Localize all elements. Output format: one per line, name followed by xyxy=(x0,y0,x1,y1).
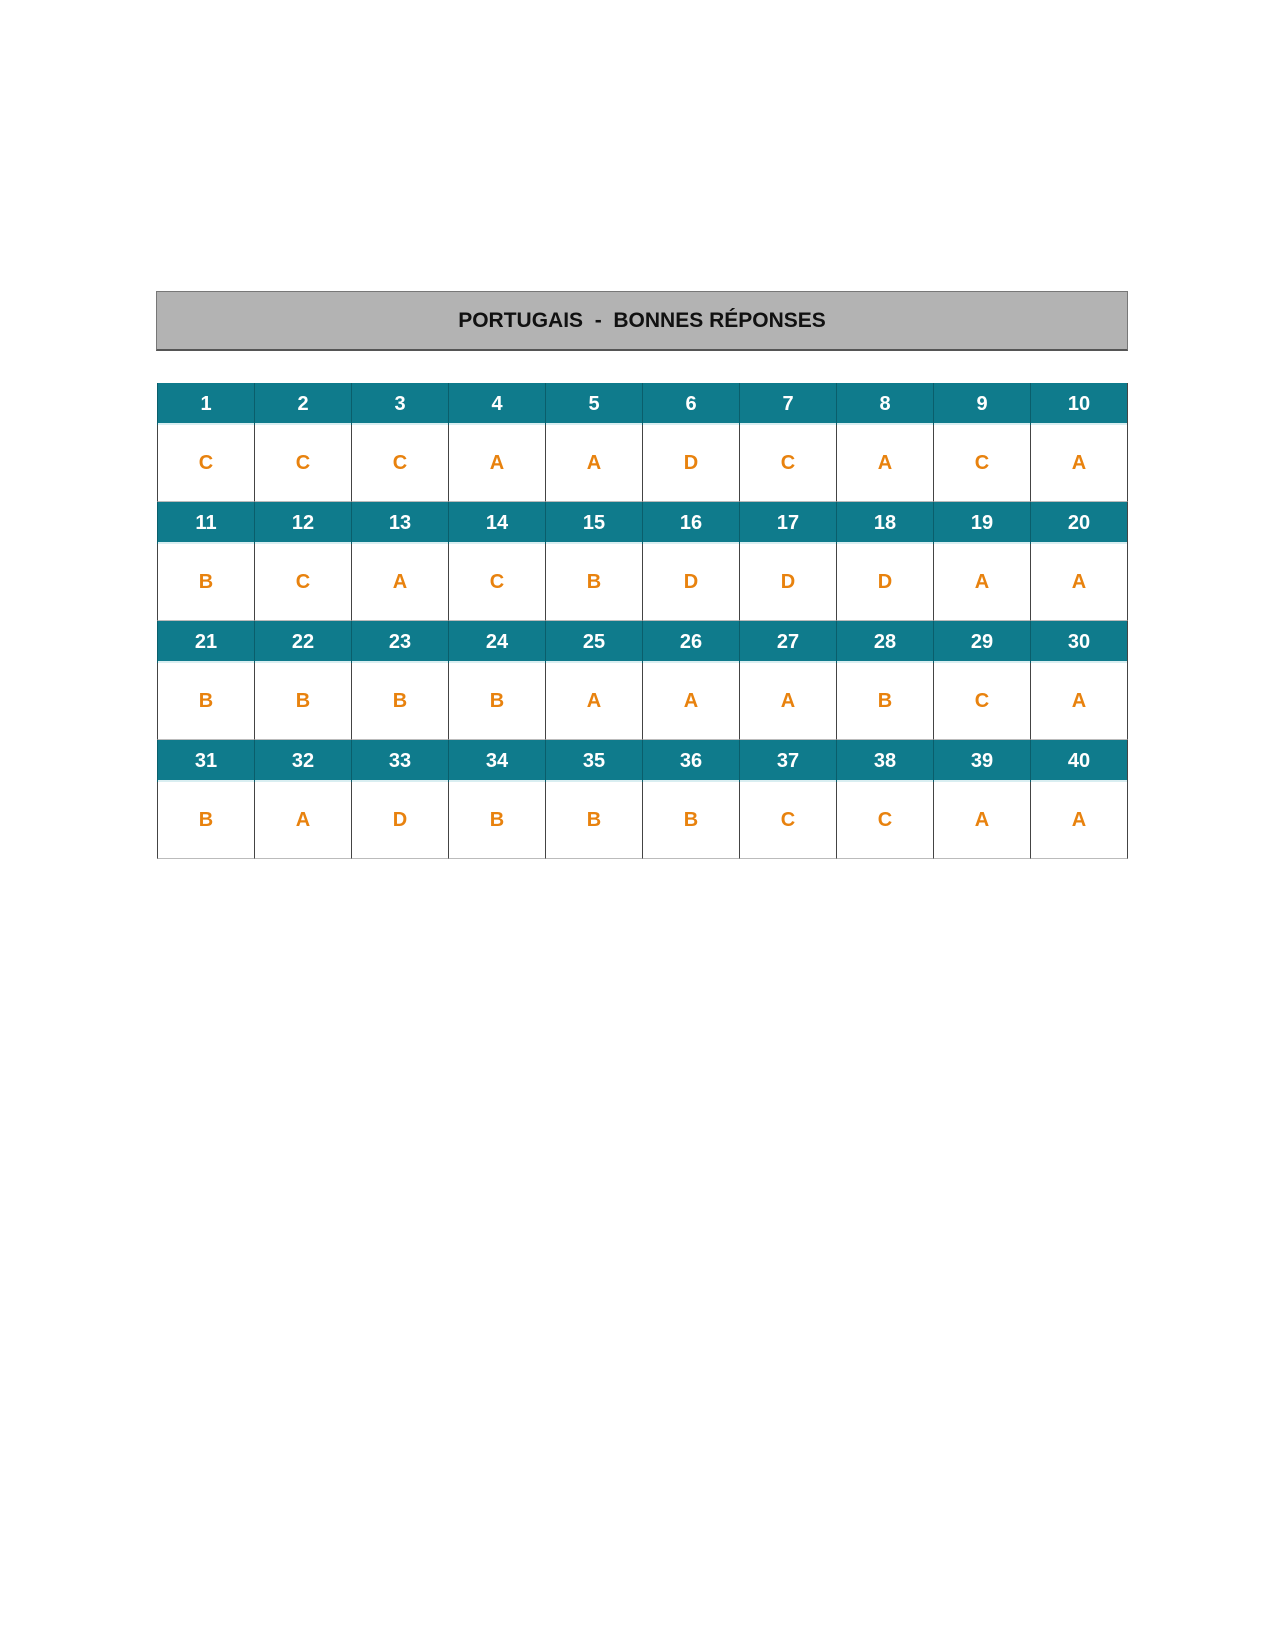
answer: A xyxy=(1030,663,1128,740)
question-number: 16 xyxy=(642,502,739,544)
answer: C xyxy=(254,425,351,502)
question-number: 5 xyxy=(545,383,642,425)
question-number: 20 xyxy=(1030,502,1128,544)
question-number: 34 xyxy=(448,740,545,782)
answer: A xyxy=(545,663,642,740)
question-number: 37 xyxy=(739,740,836,782)
answer: A xyxy=(836,425,933,502)
answer: D xyxy=(642,425,739,502)
question-number: 24 xyxy=(448,621,545,663)
answer: A xyxy=(448,425,545,502)
question-number: 14 xyxy=(448,502,545,544)
answer: B xyxy=(351,663,448,740)
answer: D xyxy=(642,544,739,621)
question-number: 6 xyxy=(642,383,739,425)
question-number: 32 xyxy=(254,740,351,782)
answer: D xyxy=(351,782,448,859)
question-number: 3 xyxy=(351,383,448,425)
question-number: 7 xyxy=(739,383,836,425)
answer: B xyxy=(157,782,254,859)
question-number: 17 xyxy=(739,502,836,544)
question-number: 21 xyxy=(157,621,254,663)
answer: A xyxy=(933,782,1030,859)
answer: C xyxy=(448,544,545,621)
answer: A xyxy=(739,663,836,740)
answer: A xyxy=(545,425,642,502)
question-number: 22 xyxy=(254,621,351,663)
question-number-row: 1 2 3 4 5 6 7 8 9 10 xyxy=(157,383,1128,425)
answer: A xyxy=(254,782,351,859)
answer: A xyxy=(1030,544,1128,621)
answer: B xyxy=(545,544,642,621)
question-number: 36 xyxy=(642,740,739,782)
question-number: 13 xyxy=(351,502,448,544)
question-number: 4 xyxy=(448,383,545,425)
question-number: 31 xyxy=(157,740,254,782)
question-number: 2 xyxy=(254,383,351,425)
answer: B xyxy=(448,663,545,740)
answer: C xyxy=(351,425,448,502)
question-number: 10 xyxy=(1030,383,1128,425)
answer: D xyxy=(836,544,933,621)
question-number: 27 xyxy=(739,621,836,663)
question-number: 11 xyxy=(157,502,254,544)
question-number: 15 xyxy=(545,502,642,544)
question-number: 12 xyxy=(254,502,351,544)
question-number-row: 21 22 23 24 25 26 27 28 29 30 xyxy=(157,621,1128,663)
answer: C xyxy=(933,425,1030,502)
answer: A xyxy=(1030,782,1128,859)
question-number: 18 xyxy=(836,502,933,544)
answer: C xyxy=(739,782,836,859)
question-number: 9 xyxy=(933,383,1030,425)
question-number: 8 xyxy=(836,383,933,425)
title-bar: PORTUGAIS - BONNES RÉPONSES xyxy=(156,291,1128,351)
answer: C xyxy=(254,544,351,621)
answer: A xyxy=(351,544,448,621)
answer: D xyxy=(739,544,836,621)
question-number: 28 xyxy=(836,621,933,663)
question-number-row: 11 12 13 14 15 16 17 18 19 20 xyxy=(157,502,1128,544)
answer: C xyxy=(739,425,836,502)
answer: B xyxy=(642,782,739,859)
question-number: 33 xyxy=(351,740,448,782)
answer: C xyxy=(933,663,1030,740)
question-number: 40 xyxy=(1030,740,1128,782)
question-number: 25 xyxy=(545,621,642,663)
question-number: 26 xyxy=(642,621,739,663)
answer: A xyxy=(1030,425,1128,502)
question-number: 29 xyxy=(933,621,1030,663)
answer: B xyxy=(836,663,933,740)
answer: B xyxy=(254,663,351,740)
answer: B xyxy=(545,782,642,859)
answer: A xyxy=(642,663,739,740)
answer: B xyxy=(157,544,254,621)
question-number: 38 xyxy=(836,740,933,782)
answer: B xyxy=(157,663,254,740)
question-number: 35 xyxy=(545,740,642,782)
answer-grid: 1 2 3 4 5 6 7 8 9 10 C C C A A D C A C A 11 12 13 14 15 16 17 18 19 2… xyxy=(157,383,1128,859)
answer: A xyxy=(933,544,1030,621)
answer: B xyxy=(448,782,545,859)
question-number: 19 xyxy=(933,502,1030,544)
answer: C xyxy=(157,425,254,502)
question-number: 1 xyxy=(157,383,254,425)
question-number: 39 xyxy=(933,740,1030,782)
question-number-row: 31 32 33 34 35 36 37 38 39 40 xyxy=(157,740,1128,782)
question-number: 23 xyxy=(351,621,448,663)
question-number: 30 xyxy=(1030,621,1128,663)
answer: C xyxy=(836,782,933,859)
